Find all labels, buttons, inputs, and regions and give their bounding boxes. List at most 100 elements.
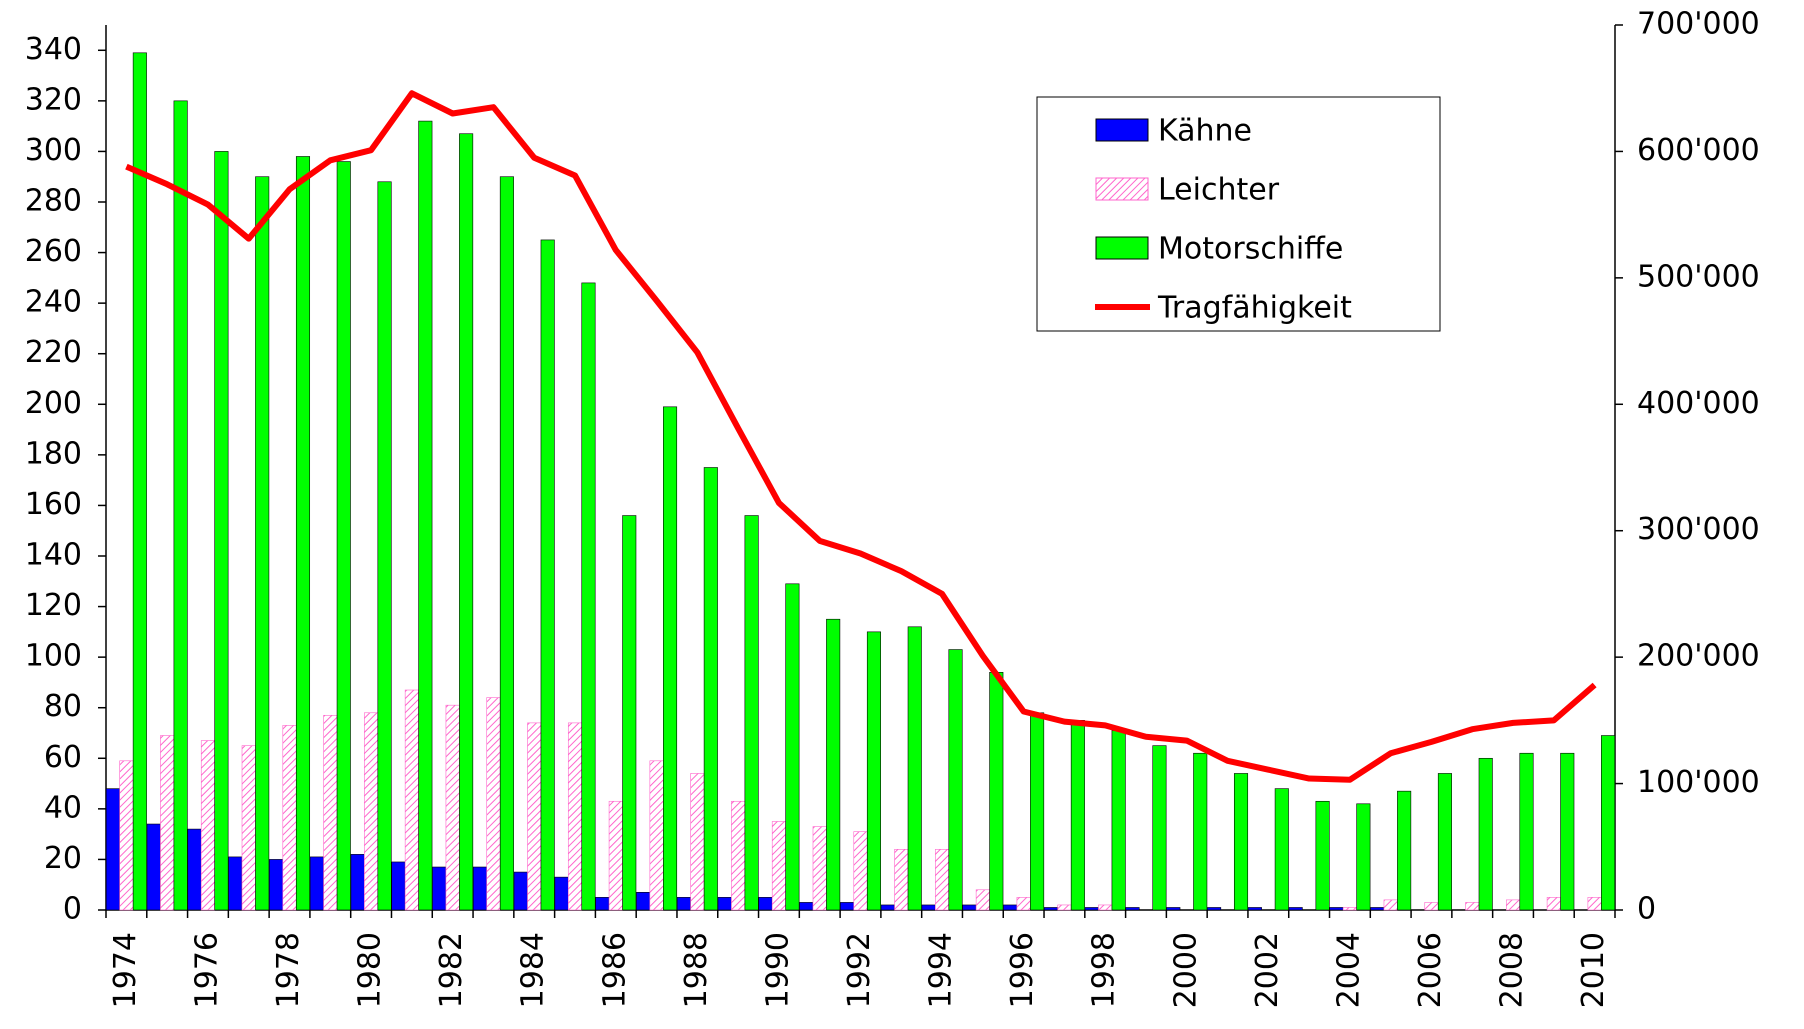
bar [1465,902,1480,911]
y-tick-label: 100 [25,639,82,674]
bar [1397,790,1412,911]
y-tick-label: 220 [25,335,82,370]
bar [1424,902,1439,911]
bar [295,156,311,911]
bar [1043,907,1058,911]
bar [799,902,814,911]
bar [404,689,419,911]
bar [1506,899,1521,911]
bar [1383,899,1398,911]
bar [323,714,338,911]
bar [608,800,623,911]
y-tick-label: 300 [25,133,82,168]
bar [1601,735,1616,911]
bar [173,100,188,911]
bar [391,861,406,911]
bar [1329,907,1344,911]
y-tick-label: 160 [25,487,82,522]
bar [1233,773,1249,911]
bar [418,120,433,911]
bar [1152,745,1167,911]
bar [1370,907,1385,911]
legend-label: Tragfähigkeit [1157,291,1352,326]
bar [146,823,161,911]
bar [214,151,229,911]
bar [1003,904,1018,911]
bar [486,697,501,911]
y-tick-label: 340 [25,32,82,67]
bar [1315,800,1330,911]
bar [866,631,881,911]
y-tick-label: 60 [44,740,82,775]
bar [1057,904,1072,911]
bar [119,760,134,911]
x-tick-label: 1996 [1005,932,1040,1008]
y-tick-label: 80 [44,689,82,724]
bar [187,828,202,911]
bar [132,52,147,911]
bar [785,583,800,911]
bar [975,889,990,911]
bar [826,618,841,911]
bar [731,800,746,911]
bar [962,904,977,911]
bar [1546,897,1561,911]
x-tick-label: 1976 [189,932,224,1008]
x-tick-label: 1980 [353,932,388,1008]
bar [663,406,678,911]
legend-label: Leichter [1158,173,1280,208]
bar [1207,907,1222,911]
line [125,90,1597,783]
x-tick-label: 2008 [1495,932,1530,1008]
bar [105,788,120,911]
x-tick-label: 1990 [760,932,795,1008]
bar [527,722,542,911]
bar [595,897,610,911]
bar [269,859,284,911]
bar [554,876,569,911]
bar [472,866,488,911]
bar [1016,897,1031,911]
bar [1560,752,1575,911]
bar [935,849,950,911]
bar [853,831,868,911]
bar [717,897,732,911]
y2-tick-label: 600'000 [1637,133,1760,168]
bar [459,133,474,911]
bar [840,902,855,911]
bar [880,904,895,911]
bar [758,897,773,911]
legend-label: Motorschiffe [1158,232,1343,267]
bar [350,854,365,911]
y-tick-label: 180 [25,436,82,471]
legend-swatch [1095,236,1149,260]
y2-tick-label: 400'000 [1637,386,1760,421]
bar [1478,757,1493,911]
bar [989,672,1004,911]
bar [771,821,786,911]
bar [567,722,583,911]
bar [1587,897,1602,911]
bar [1030,712,1045,911]
legend-swatch [1095,177,1149,201]
bar [1437,773,1452,911]
y2-tick-label: 300'000 [1637,512,1760,547]
bar [1274,788,1289,911]
legend-swatch [1095,118,1149,142]
y2-tick-label: 100'000 [1637,765,1760,800]
legend-label: Kähne [1158,114,1252,149]
bar [1125,907,1140,911]
y2-tick-label: 700'000 [1637,7,1760,42]
y-tick-label: 120 [25,588,82,623]
bar [255,176,270,911]
bar [241,745,256,911]
y-tick-label: 260 [25,234,82,269]
x-tick-label: 1992 [842,932,877,1008]
bar [894,849,909,911]
y2-tick-label: 0 [1637,892,1656,927]
y-tick-label: 240 [25,285,82,320]
bar [336,161,351,911]
bar [200,740,215,911]
bar [377,181,392,911]
